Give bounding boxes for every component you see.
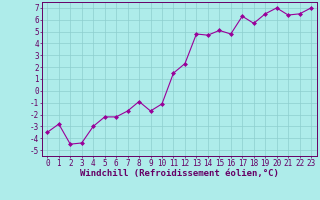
X-axis label: Windchill (Refroidissement éolien,°C): Windchill (Refroidissement éolien,°C) [80,169,279,178]
